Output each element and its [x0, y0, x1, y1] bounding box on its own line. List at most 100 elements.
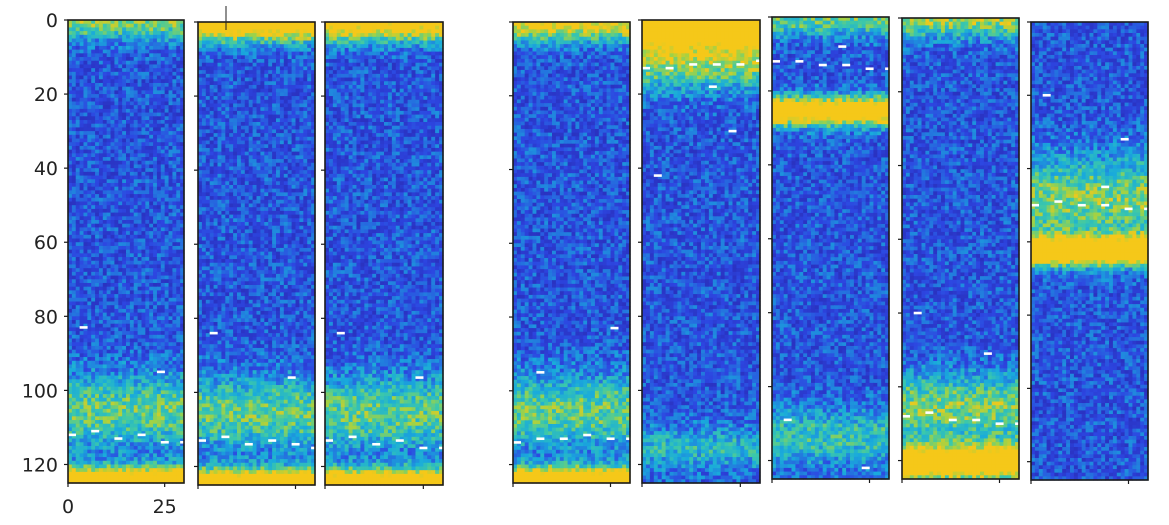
heatmap-cell	[72, 31, 76, 35]
heatmap-cell	[91, 120, 95, 124]
heatmap-cell	[153, 76, 157, 80]
heatmap-cell	[95, 46, 99, 50]
heatmap-cell	[91, 68, 95, 72]
heatmap-cell	[169, 53, 173, 57]
heatmap-cell	[130, 87, 134, 91]
heatmap-cell	[134, 83, 138, 87]
heatmap-cell	[111, 101, 115, 105]
heatmap-cell	[72, 50, 76, 54]
heatmap-cell	[130, 146, 134, 150]
heatmap-cell	[169, 57, 173, 61]
heatmap-cell	[91, 113, 95, 117]
heatmap-cell	[169, 39, 173, 43]
heatmap-cell	[95, 127, 99, 131]
heatmap-cell	[99, 139, 103, 143]
heatmap-cell	[99, 146, 103, 150]
heatmap-cell	[99, 83, 103, 87]
heatmap-cell	[122, 39, 126, 43]
heatmap-cell	[169, 31, 173, 35]
heatmap-cell	[72, 39, 76, 43]
heatmap-cell	[126, 116, 130, 120]
heatmap-cell	[138, 27, 142, 31]
heatmap-cell	[91, 101, 95, 105]
heatmap-cell	[76, 50, 80, 54]
heatmap-cell	[141, 87, 145, 91]
heatmap-cell	[145, 90, 149, 94]
heatmap-cell	[103, 120, 107, 124]
heatmap-cell	[99, 142, 103, 146]
heatmap-cell	[126, 98, 130, 102]
heatmap-cell	[107, 42, 111, 46]
heatmap-cell	[103, 87, 107, 91]
heatmap-cell	[80, 90, 84, 94]
heatmap-cell	[83, 157, 87, 161]
heatmap-cell	[76, 101, 80, 105]
heatmap-cell	[87, 150, 91, 154]
heatmap-cell	[107, 64, 111, 68]
heatmap-cell	[153, 113, 157, 117]
heatmap-cell	[157, 146, 161, 150]
heatmap-cell	[134, 42, 138, 46]
heatmap-cell	[157, 76, 161, 80]
heatmap-cell	[87, 124, 91, 128]
heatmap-cell	[134, 87, 138, 91]
heatmap-cell	[107, 153, 111, 157]
heatmap-cell	[165, 42, 169, 46]
heatmap-cell	[126, 142, 130, 146]
heatmap-cell	[83, 90, 87, 94]
heatmap-cell	[169, 161, 173, 165]
heatmap-cell	[176, 35, 180, 39]
heatmap-cell	[145, 79, 149, 83]
heatmap-cell	[176, 27, 180, 31]
heatmap-cell	[72, 157, 76, 161]
heatmap-cell	[157, 161, 161, 165]
heatmap-cell	[99, 76, 103, 80]
heatmap-cell	[103, 83, 107, 87]
heatmap-cell	[153, 61, 157, 65]
heatmap-cell	[122, 139, 126, 143]
heatmap-cell	[95, 27, 99, 31]
heatmap-cell	[169, 109, 173, 113]
heatmap-cell	[91, 79, 95, 83]
heatmap-cell	[76, 42, 80, 46]
heatmap-cell	[87, 46, 91, 50]
heatmap-cell	[138, 94, 142, 98]
heatmap-cell	[126, 131, 130, 135]
heatmap-cell	[172, 113, 176, 117]
heatmap-cell	[111, 116, 115, 120]
heatmap-cell	[169, 131, 173, 135]
heatmap-cell	[95, 105, 99, 109]
heatmap-cell	[87, 27, 91, 31]
heatmap-cell	[95, 101, 99, 105]
heatmap-cell	[172, 68, 176, 72]
heatmap-cell	[83, 72, 87, 76]
heatmap-cell	[126, 35, 130, 39]
heatmap-cell	[153, 109, 157, 113]
heatmap-cell	[172, 150, 176, 154]
heatmap-cell	[165, 87, 169, 91]
heatmap-cell	[111, 142, 115, 146]
heatmap-cell	[172, 57, 176, 61]
heatmap-cell	[138, 64, 142, 68]
heatmap-cell	[91, 35, 95, 39]
heatmap-cell	[80, 76, 84, 80]
heatmap-cell	[172, 24, 176, 28]
heatmap-cell	[122, 79, 126, 83]
heatmap-cell	[76, 57, 80, 61]
heatmap-cell	[122, 124, 126, 128]
heatmap-cell	[126, 79, 130, 83]
heatmap-cell	[107, 87, 111, 91]
heatmap-cell	[99, 127, 103, 131]
heatmap-cell	[87, 142, 91, 146]
heatmap-cell	[91, 72, 95, 76]
heatmap-cell	[107, 68, 111, 72]
heatmap-cell	[118, 46, 122, 50]
heatmap-cell	[149, 105, 153, 109]
heatmap-cell	[157, 127, 161, 131]
heatmap-cell	[80, 157, 84, 161]
heatmap-cell	[149, 31, 153, 35]
heatmap-cell	[145, 157, 149, 161]
heatmap-cell	[172, 79, 176, 83]
heatmap-cell	[161, 146, 165, 150]
heatmap-cell	[169, 135, 173, 139]
